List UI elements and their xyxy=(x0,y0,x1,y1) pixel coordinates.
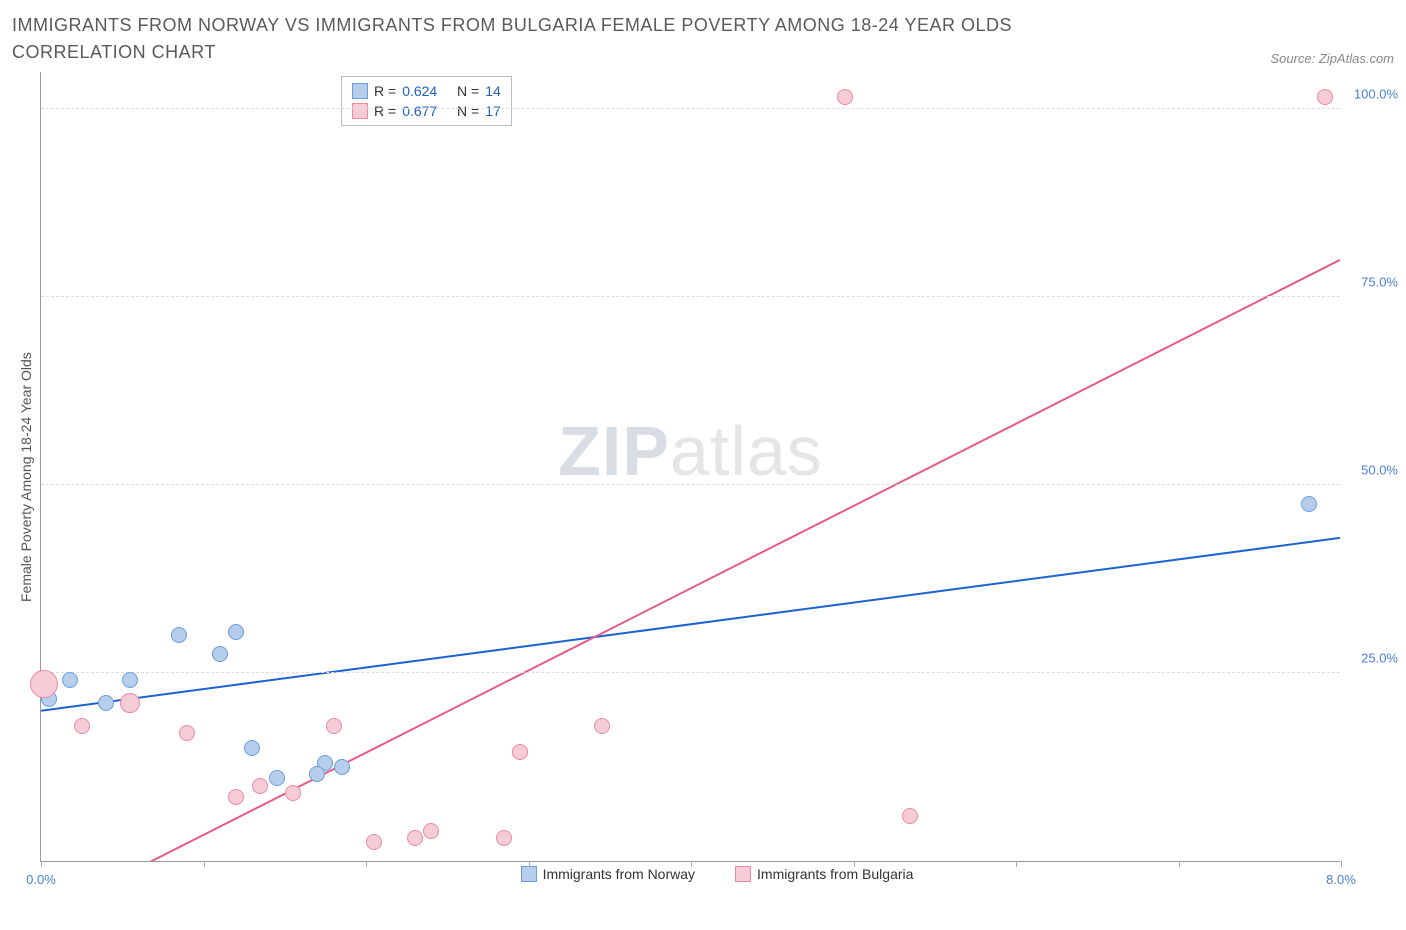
stat-r-value-bulgaria: 0.677 xyxy=(402,103,437,119)
gridline xyxy=(41,108,1340,109)
swatch-norway-icon xyxy=(521,866,537,882)
x-tick xyxy=(1016,861,1017,867)
data-point xyxy=(423,823,439,839)
x-tick xyxy=(366,861,367,867)
data-point xyxy=(496,830,512,846)
data-point xyxy=(228,789,244,805)
data-point xyxy=(212,646,228,662)
data-point xyxy=(594,718,610,734)
data-point xyxy=(334,759,350,775)
stat-r-value-norway: 0.624 xyxy=(402,83,437,99)
data-point xyxy=(285,785,301,801)
watermark-text-a: ZIP xyxy=(558,412,670,490)
trend-line xyxy=(122,260,1340,861)
legend-label-norway: Immigrants from Norway xyxy=(543,866,695,882)
data-point xyxy=(171,627,187,643)
watermark: ZIPatlas xyxy=(558,411,823,491)
y-tick-label: 25.0% xyxy=(1361,650,1398,665)
y-tick-label: 75.0% xyxy=(1361,274,1398,289)
x-tick xyxy=(204,861,205,867)
x-tick-label: 0.0% xyxy=(26,872,56,887)
x-tick xyxy=(691,861,692,867)
x-tick-label: 8.0% xyxy=(1326,872,1356,887)
data-point xyxy=(244,740,260,756)
legend-label-bulgaria: Immigrants from Bulgaria xyxy=(757,866,913,882)
stat-n-label: N = xyxy=(457,103,479,119)
data-point xyxy=(407,830,423,846)
data-point xyxy=(326,718,342,734)
data-point xyxy=(837,89,853,105)
data-point xyxy=(902,808,918,824)
y-tick-label: 100.0% xyxy=(1354,86,1398,101)
data-point xyxy=(252,778,268,794)
data-point xyxy=(269,770,285,786)
scatter-plot: ZIPatlas R = 0.624 N = 14 R = 0.677 N xyxy=(40,72,1340,862)
x-tick xyxy=(854,861,855,867)
y-tick-label: 50.0% xyxy=(1361,462,1398,477)
stat-r-label: R = xyxy=(374,83,396,99)
stats-legend: R = 0.624 N = 14 R = 0.677 N = 17 xyxy=(341,76,512,126)
x-tick xyxy=(1341,861,1342,867)
data-point xyxy=(309,766,325,782)
data-point xyxy=(98,695,114,711)
stat-n-value-norway: 14 xyxy=(485,83,501,99)
data-point xyxy=(228,624,244,640)
trend-lines xyxy=(41,72,1340,861)
legend-item-bulgaria: Immigrants from Bulgaria xyxy=(735,866,913,882)
data-point xyxy=(30,670,58,698)
gridline xyxy=(41,672,1340,673)
data-point xyxy=(120,693,140,713)
chart-title: IMMIGRANTS FROM NORWAY VS IMMIGRANTS FRO… xyxy=(12,12,1112,66)
legend-item-norway: Immigrants from Norway xyxy=(521,866,695,882)
legend-row-bulgaria: R = 0.677 N = 17 xyxy=(352,101,501,121)
swatch-norway xyxy=(352,83,368,99)
source-label: Source: ZipAtlas.com xyxy=(1270,51,1394,66)
stat-n-value-bulgaria: 17 xyxy=(485,103,501,119)
gridline xyxy=(41,484,1340,485)
swatch-bulgaria xyxy=(352,103,368,119)
watermark-text-b: atlas xyxy=(670,412,823,490)
stat-r-label: R = xyxy=(374,103,396,119)
x-tick xyxy=(529,861,530,867)
x-tick xyxy=(1179,861,1180,867)
data-point xyxy=(366,834,382,850)
data-point xyxy=(179,725,195,741)
data-point xyxy=(1317,89,1333,105)
data-point xyxy=(1301,496,1317,512)
swatch-bulgaria-icon xyxy=(735,866,751,882)
stat-n-label: N = xyxy=(457,83,479,99)
series-legend: Immigrants from Norway Immigrants from B… xyxy=(40,866,1394,882)
y-axis-label: Female Poverty Among 18-24 Year Olds xyxy=(12,72,40,882)
data-point xyxy=(62,672,78,688)
data-point xyxy=(122,672,138,688)
data-point xyxy=(74,718,90,734)
x-tick xyxy=(41,861,42,867)
legend-row-norway: R = 0.624 N = 14 xyxy=(352,81,501,101)
data-point xyxy=(512,744,528,760)
gridline xyxy=(41,296,1340,297)
